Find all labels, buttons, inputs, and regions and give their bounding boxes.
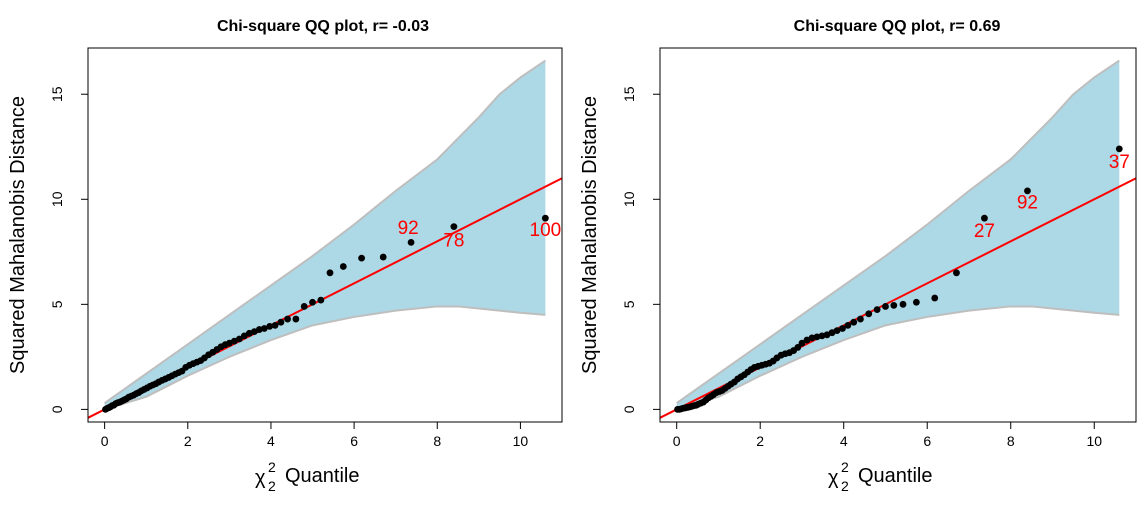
data-point bbox=[844, 321, 852, 329]
y-tick-label: 10 bbox=[49, 191, 65, 207]
data-point bbox=[931, 294, 939, 302]
data-point bbox=[358, 254, 365, 262]
data-point bbox=[857, 315, 864, 323]
x-axis-label: χ 2 2 Quantile bbox=[828, 459, 933, 494]
x-tick-label: 8 bbox=[1007, 433, 1015, 449]
y-tick-label: 15 bbox=[621, 86, 637, 102]
y-tick-label: 5 bbox=[621, 300, 637, 308]
chart-title: Chi-square QQ plot, r= -0.03 bbox=[217, 18, 429, 35]
data-point bbox=[309, 298, 316, 306]
confidence-band-upper-edge bbox=[104, 59, 546, 404]
data-point bbox=[850, 318, 858, 326]
data-point bbox=[407, 238, 415, 246]
data-point bbox=[277, 318, 285, 326]
data-point bbox=[1115, 145, 1123, 153]
y-tick-label: 10 bbox=[621, 191, 637, 207]
data-point bbox=[839, 325, 846, 332]
confidence-band-lower-edge bbox=[104, 305, 546, 411]
qq-plot-panel-right: 27 92 37 0 2 4 6 8 10 0 5 10 15 Chi-square QQ plot, r… bbox=[579, 18, 1137, 494]
x-axis-label-subscript: 2 bbox=[841, 478, 849, 494]
y-tick-label: 15 bbox=[49, 86, 65, 102]
plot-area bbox=[660, 59, 1136, 419]
x-axis-label-subscript: 2 bbox=[268, 478, 276, 494]
plot-area bbox=[88, 59, 562, 419]
data-point bbox=[899, 300, 907, 308]
x-tick-label: 10 bbox=[1086, 433, 1102, 449]
y-tick-label: 0 bbox=[621, 405, 637, 413]
data-point bbox=[833, 327, 841, 335]
data-point bbox=[266, 322, 274, 330]
chart-title: Chi-square QQ plot, r= 0.69 bbox=[794, 18, 1001, 35]
x-tick-label: 10 bbox=[513, 433, 529, 449]
y-axis-label: Squared Mahalanobis Distance bbox=[579, 96, 601, 374]
confidence-band-upper-edge bbox=[676, 59, 1120, 404]
x-tick-label: 0 bbox=[673, 433, 681, 449]
data-point bbox=[317, 296, 325, 304]
x-axis-label-symbol: χ bbox=[255, 467, 266, 489]
x-tick-label: 4 bbox=[267, 433, 275, 449]
x-axis-label-symbol: χ bbox=[828, 467, 839, 489]
x-axis-label-text: Quantile bbox=[858, 465, 933, 487]
x-tick-label: 4 bbox=[840, 433, 848, 449]
x-tick-label: 6 bbox=[923, 433, 931, 449]
data-point bbox=[890, 301, 898, 309]
outlier-label: 100 bbox=[530, 220, 562, 241]
data-point bbox=[912, 298, 920, 306]
data-point bbox=[541, 214, 549, 222]
data-point bbox=[292, 315, 300, 323]
data-point bbox=[379, 253, 387, 261]
data-point bbox=[450, 223, 458, 230]
outlier-label: 92 bbox=[398, 218, 419, 239]
x-axis-label-text: Quantile bbox=[285, 465, 360, 487]
data-point bbox=[326, 269, 334, 277]
data-point bbox=[873, 306, 881, 313]
y-axis-label: Squared Mahalanobis Distance bbox=[7, 96, 29, 374]
y-tick-label: 5 bbox=[49, 300, 65, 308]
x-tick-label: 8 bbox=[433, 433, 441, 449]
data-point bbox=[339, 263, 347, 270]
data-point bbox=[794, 344, 802, 351]
data-point bbox=[865, 310, 873, 318]
data-point bbox=[1024, 187, 1031, 195]
x-tick-label: 2 bbox=[184, 433, 192, 449]
data-point bbox=[981, 214, 988, 222]
x-axis-label-superscript: 2 bbox=[841, 459, 849, 475]
confidence-band bbox=[676, 60, 1120, 410]
outlier-label: 78 bbox=[443, 231, 464, 252]
data-point bbox=[300, 303, 308, 310]
y-tick-label: 0 bbox=[49, 405, 65, 413]
plot-frame bbox=[659, 47, 1137, 423]
data-point bbox=[260, 325, 268, 332]
outlier-label: 37 bbox=[1109, 152, 1130, 173]
data-point bbox=[882, 303, 889, 310]
data-point bbox=[235, 335, 243, 343]
data-point bbox=[284, 315, 291, 323]
x-tick-label: 2 bbox=[756, 433, 764, 449]
outlier-label: 92 bbox=[1017, 193, 1038, 214]
confidence-band bbox=[104, 60, 546, 410]
data-point bbox=[271, 321, 279, 329]
outlier-label: 27 bbox=[974, 221, 995, 242]
x-tick-label: 6 bbox=[350, 433, 358, 449]
x-axis-label-superscript: 2 bbox=[268, 459, 276, 475]
plot-frame bbox=[87, 47, 563, 423]
confidence-band-lower-edge bbox=[676, 305, 1120, 411]
data-point bbox=[953, 269, 960, 277]
data-point bbox=[798, 339, 806, 347]
x-axis-label: χ 2 2 Quantile bbox=[255, 459, 360, 494]
x-tick-label: 0 bbox=[101, 433, 109, 449]
